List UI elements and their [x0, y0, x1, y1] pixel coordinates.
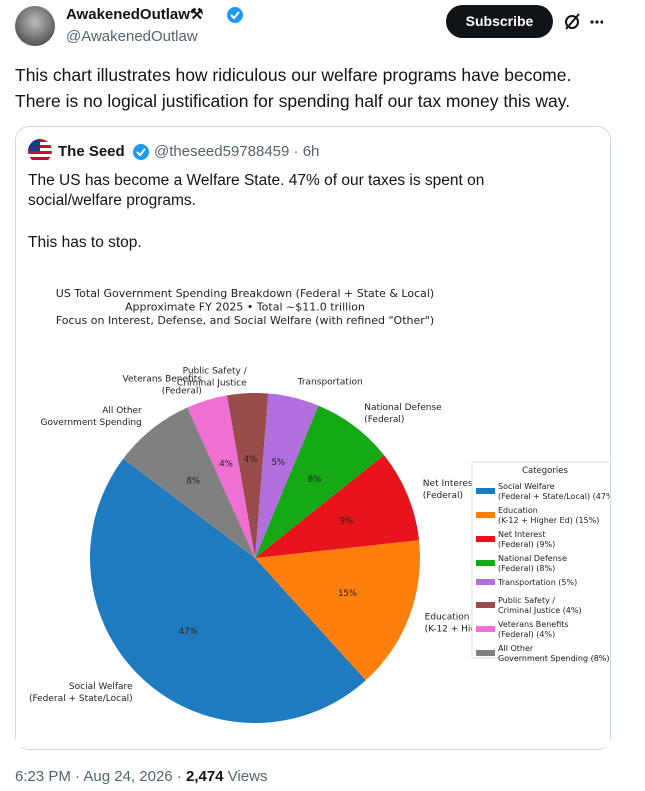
quote-handle[interactable]: @theseed59788459	[154, 143, 290, 160]
legend-swatch	[476, 560, 495, 566]
avatar[interactable]	[15, 6, 55, 46]
slice-label: National Defense	[364, 403, 442, 413]
slice-label: (Federal)	[423, 491, 463, 501]
slice-percent: 4%	[244, 455, 258, 465]
slice-percent: 9%	[340, 516, 354, 526]
legend-label: (Federal + State/Local) (47%)	[498, 492, 617, 501]
views-label: Views	[227, 768, 268, 785]
slice-percent: 47%	[179, 627, 198, 637]
quote-text-line: This has to stop.	[28, 234, 142, 251]
slice-label: Transportation	[297, 378, 363, 388]
view-count: 2,474	[185, 768, 224, 785]
tweet-actions[interactable]	[563, 11, 603, 33]
tweet-text-line: There is no logical justification for sp…	[15, 91, 571, 111]
legend-label: (K-12 + Higher Ed) (15%)	[498, 516, 599, 525]
legend-swatch	[476, 579, 495, 585]
slice-label: (Federal)	[162, 386, 202, 396]
legend-label: All Other	[498, 644, 534, 653]
slice-label: (Federal + State/Local)	[29, 694, 133, 704]
slice-label: Criminal Justice	[177, 379, 247, 389]
legend-label: National Defense	[498, 554, 567, 563]
slice-label: (K-12 + Higher Ed)	[425, 624, 509, 634]
quote-meta: @theseed59788459 · 6h	[154, 143, 320, 160]
legend-swatch	[476, 512, 495, 518]
slice-label: Government Spending	[40, 418, 141, 428]
pie-slice	[255, 393, 319, 558]
legend-swatch	[476, 650, 495, 656]
slice-label: Public Safety /	[183, 367, 248, 377]
legend-swatch	[476, 488, 495, 494]
legend-label: (Federal) (9%)	[498, 540, 555, 549]
post-date: Aug 24, 2026	[83, 768, 173, 785]
quote-text-line: social/welfare programs.	[28, 192, 196, 209]
pie-slice	[123, 407, 255, 558]
legend-label: Net Interest	[498, 530, 545, 539]
legend-label: Social Welfare	[498, 482, 555, 491]
author-name[interactable]: AwakenedOutlaw⚒	[66, 6, 204, 23]
verified-badge	[133, 144, 149, 160]
chart-title: US Total Government Spending Breakdown (…	[56, 287, 434, 300]
legend-swatch	[476, 626, 495, 632]
slice-label: Education	[425, 612, 470, 622]
legend-swatch	[476, 602, 495, 608]
footer: 6:23 PM · Aug 24, 2026 · 2,474 Views	[15, 768, 268, 785]
slice-percent: 4%	[219, 459, 233, 469]
slice-label: Net Interest	[423, 479, 477, 489]
legend-swatch	[476, 536, 495, 542]
quote-avatar	[28, 139, 52, 163]
tweet-text-line: This chart illustrates how ridiculous ou…	[15, 65, 572, 85]
legend-label: Veterans Benefits	[498, 620, 569, 629]
chart-title: Approximate FY 2025 • Total ~$11.0 trill…	[125, 301, 365, 314]
legend-label: Transportation (5%)	[497, 578, 577, 587]
slice-percent: 15%	[338, 589, 357, 599]
pie-slice	[187, 395, 255, 558]
slice-label: (Federal)	[364, 415, 404, 425]
quote-name[interactable]: The Seed	[58, 143, 125, 160]
legend-label: Public Safety /	[498, 596, 555, 605]
post-time: 6:23 PM	[15, 768, 71, 785]
legend-title: Categories	[522, 466, 568, 476]
legend-label: Education	[498, 506, 538, 515]
slice-percent: 8%	[308, 475, 322, 485]
quote-card[interactable]	[15, 126, 611, 750]
pie-slice	[255, 540, 420, 681]
pie-slice	[255, 455, 420, 558]
chart-title: Focus on Interest, Defense, and Social W…	[56, 314, 434, 327]
quote-time[interactable]: 6h	[302, 143, 320, 160]
legend-label: Criminal Justice (4%)	[498, 606, 582, 615]
slice-label: Social Welfare	[69, 682, 133, 692]
author-handle[interactable]: @AwakenedOutlaw	[66, 28, 198, 45]
quote-text-line: The US has become a Welfare State. 47% o…	[28, 172, 485, 189]
pie-slice	[255, 405, 384, 558]
pie-slice	[226, 393, 269, 558]
slice-percent: 5%	[272, 458, 286, 468]
legend-label: Government Spending (8%)	[498, 654, 610, 663]
verified-badge	[227, 7, 243, 23]
legend-label: (Federal) (4%)	[498, 630, 555, 639]
slice-percent: 8%	[186, 477, 200, 487]
pie-slice	[89, 458, 366, 724]
slice-label: All Other	[102, 406, 142, 416]
slice-label: Veterans Benefits	[123, 374, 203, 384]
subscribe-button[interactable]: Subscribe	[446, 5, 553, 38]
legend-label: (Federal) (8%)	[498, 564, 555, 573]
